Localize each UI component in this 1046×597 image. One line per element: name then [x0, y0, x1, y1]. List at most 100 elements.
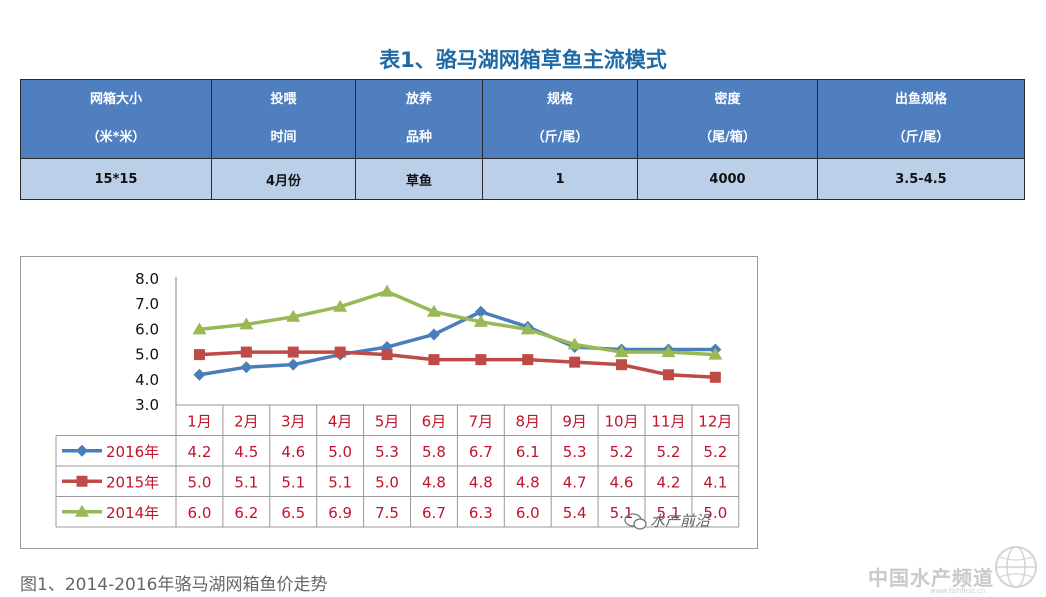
- x-tick-label: 3月: [281, 412, 306, 430]
- data-point: [474, 305, 487, 318]
- legend-key-marker: [76, 444, 88, 457]
- table-cell: 1: [482, 158, 638, 200]
- data-label: 4.6: [610, 473, 634, 491]
- data-label: 5.0: [328, 443, 352, 461]
- data-point: [428, 354, 440, 366]
- site-watermark-url: www.fishfirst.cn: [930, 587, 986, 595]
- chart-watermark: 水产前沿: [650, 512, 711, 530]
- table-header-row: 网箱大小 （米*米） 投喂 时间 放养 品种 规格 （斤/尾） 密度 （尾/箱） 出鱼规格…: [20, 79, 1025, 159]
- data-label: 6.7: [469, 443, 493, 461]
- y-tick-label: 8.0: [135, 270, 159, 288]
- data-label: 5.1: [657, 504, 681, 522]
- legend-label: 2016年: [106, 443, 159, 461]
- data-label: 6.2: [234, 504, 258, 522]
- data-point: [475, 354, 487, 366]
- legend-key-marker: [75, 504, 89, 517]
- data-label: 5.8: [422, 443, 446, 461]
- data-point: [522, 354, 534, 366]
- data-point: [380, 284, 395, 297]
- table-cell: 15*15: [20, 158, 212, 200]
- x-tick-label: 4月: [328, 412, 353, 430]
- data-point: [333, 299, 348, 312]
- wechat-icon: [633, 518, 647, 530]
- legend-label: 2014年: [106, 504, 159, 522]
- data-label: 6.9: [328, 504, 352, 522]
- data-point: [569, 356, 581, 368]
- data-point: [193, 349, 205, 361]
- data-label: 6.1: [516, 443, 540, 461]
- data-label: 6.0: [516, 504, 540, 522]
- data-label: 4.8: [422, 473, 446, 491]
- y-tick-label: 4.0: [135, 371, 159, 389]
- legend-key-marker: [76, 475, 88, 487]
- data-label: 5.4: [563, 504, 587, 522]
- data-point: [193, 368, 206, 381]
- data-label: 4.8: [469, 473, 493, 491]
- data-label: 5.0: [703, 504, 727, 522]
- data-point: [661, 345, 676, 358]
- x-tick-label: 12月: [698, 412, 732, 430]
- data-label: 5.0: [375, 473, 399, 491]
- data-label: 5.3: [375, 443, 399, 461]
- data-label: 5.1: [328, 473, 352, 491]
- data-point: [614, 345, 629, 358]
- data-point: [426, 304, 441, 317]
- data-point: [240, 346, 252, 358]
- header-harvest-size: 出鱼规格 （斤/尾）: [817, 79, 1025, 159]
- data-point: [427, 328, 440, 341]
- data-label: 6.7: [422, 504, 446, 522]
- data-point: [192, 322, 207, 335]
- data-label: 4.7: [563, 473, 587, 491]
- table-cell: 3.5-4.5: [817, 158, 1025, 200]
- globe-icon: [995, 546, 1037, 588]
- x-tick-label: 8月: [515, 412, 540, 430]
- data-label: 5.2: [610, 443, 634, 461]
- data-point: [334, 346, 346, 358]
- data-label: 4.1: [703, 473, 727, 491]
- data-label: 4.6: [281, 443, 305, 461]
- data-point: [286, 309, 301, 322]
- data-point: [616, 359, 628, 371]
- table-cell: 草鱼: [355, 158, 483, 200]
- data-point: [709, 371, 721, 383]
- y-tick-label: 5.0: [135, 346, 159, 364]
- x-tick-label: 6月: [422, 412, 447, 430]
- header-feeding-time: 投喂 时间: [211, 79, 356, 159]
- data-point: [520, 322, 535, 335]
- legend-label: 2015年: [106, 473, 159, 491]
- data-label: 4.2: [188, 443, 212, 461]
- data-point: [381, 349, 393, 361]
- data-point: [287, 346, 299, 358]
- data-label: 6.5: [281, 504, 305, 522]
- site-watermark: 中国水产频道: [868, 566, 994, 590]
- data-label: 5.1: [281, 473, 305, 491]
- x-tick-label: 2月: [234, 412, 259, 430]
- data-label: 4.8: [516, 473, 540, 491]
- x-tick-label: 10月: [605, 412, 639, 430]
- table-cell: 4月份: [211, 158, 356, 200]
- x-tick-label: 7月: [469, 412, 494, 430]
- pattern-table: 网箱大小 （米*米） 投喂 时间 放养 品种 规格 （斤/尾） 密度 （尾/箱） 出鱼规格…: [20, 79, 1025, 200]
- series-line: [199, 289, 716, 357]
- data-label: 5.1: [610, 504, 634, 522]
- data-label: 4.5: [234, 443, 258, 461]
- data-point: [240, 361, 253, 374]
- table-row: 15*15 4月份 草鱼 1 4000 3.5-4.5: [20, 158, 1025, 200]
- figure-caption: 图1、2014-2016年骆马湖网箱鱼价走势: [20, 575, 328, 595]
- data-label: 5.3: [563, 443, 587, 461]
- price-chart: 8.0 7.0 6.0 5.0 4.0 3.0 1月 2月 3月 4月 5月 6月 7月 8月 9月 10月 1…: [55, 270, 740, 530]
- data-label: 5.0: [188, 473, 212, 491]
- y-tick-label: 6.0: [135, 320, 159, 338]
- header-stocking-size: 规格 （斤/尾）: [482, 79, 638, 159]
- x-tick-label: 1月: [187, 412, 212, 430]
- data-label: 6.3: [469, 504, 493, 522]
- y-tick-label: 7.0: [135, 295, 159, 313]
- data-point: [708, 347, 723, 360]
- x-tick-label: 11月: [651, 412, 685, 430]
- table-cell: 4000: [637, 158, 818, 200]
- x-tick-label: 5月: [375, 412, 400, 430]
- series-line: [199, 310, 716, 377]
- table-title: 表1、骆马湖网箱草鱼主流模式: [379, 48, 667, 72]
- data-point: [567, 337, 582, 350]
- x-tick-label: 9月: [562, 412, 587, 430]
